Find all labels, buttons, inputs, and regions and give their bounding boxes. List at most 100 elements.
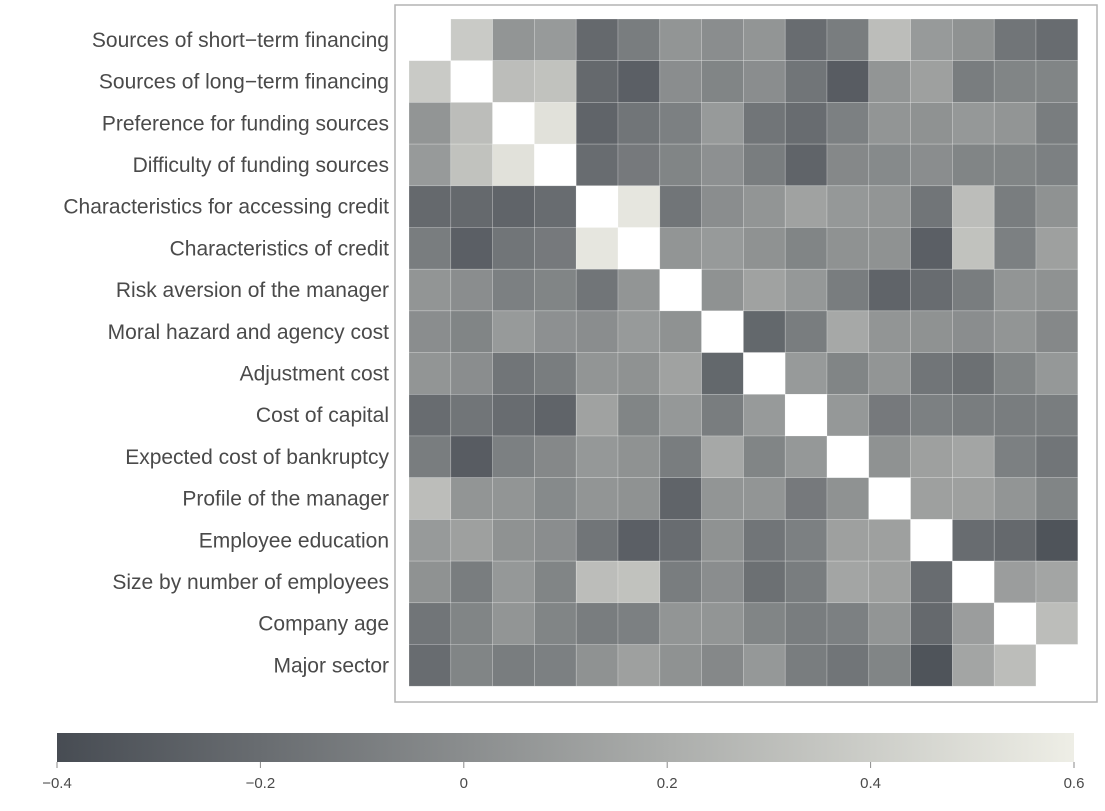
- heatmap-cell: [784, 102, 828, 145]
- heatmap-cell: [993, 185, 1037, 228]
- heatmap-cell: [408, 310, 452, 353]
- heatmap-cell: [952, 435, 995, 479]
- heatmap-cell: [784, 18, 828, 62]
- heatmap-cell: [659, 60, 702, 103]
- heatmap-cell: [534, 393, 577, 437]
- heatmap-cell: [952, 227, 995, 270]
- colorbar-ticks: −0.4 −0.2 0 0.2 0.4 0.6: [42, 762, 1084, 792]
- heatmap-cell: [826, 227, 870, 270]
- heatmap-cell: [617, 352, 661, 395]
- heatmap-cell: [701, 435, 744, 479]
- heatmap-cell: [408, 60, 452, 103]
- heatmap-cell: [910, 143, 953, 187]
- row-label: Employee education: [199, 529, 389, 552]
- heatmap-cell: [534, 477, 577, 520]
- heatmap-cell: [492, 143, 535, 187]
- heatmap-cell: [868, 102, 911, 145]
- heatmap-cell: [743, 18, 786, 62]
- heatmap-cell: [701, 352, 744, 395]
- heatmap-cell: [910, 185, 953, 228]
- heatmap-cell: [659, 352, 702, 395]
- heatmap-cell: [492, 185, 535, 228]
- heatmap-cell: [826, 268, 870, 312]
- heatmap-cell: [534, 18, 577, 62]
- heatmap-cell: [617, 644, 661, 687]
- heatmap-cell: [701, 644, 744, 687]
- heatmap-cell: [784, 185, 828, 228]
- row-label: Size by number of employees: [112, 571, 389, 594]
- row-label: Preference for funding sources: [102, 112, 389, 135]
- heatmap-cell: [743, 602, 786, 645]
- heatmap-cell: [408, 519, 452, 562]
- heatmap-cell: [784, 477, 828, 520]
- heatmap-cell: [743, 644, 786, 687]
- heatmap-cell: [450, 477, 493, 520]
- heatmap-cell: [826, 102, 870, 145]
- heatmap-cell: [826, 60, 870, 103]
- heatmap-cell: [575, 310, 619, 353]
- heatmap-cell: [408, 18, 452, 62]
- heatmap-cell: [910, 477, 953, 520]
- heatmap-cell: [993, 310, 1037, 353]
- heatmap-cell: [575, 143, 619, 187]
- row-label: Risk aversion of the manager: [116, 279, 389, 302]
- heatmap-cell: [534, 519, 577, 562]
- row-label: Sources of long−term financing: [99, 71, 389, 94]
- heatmap-cell: [826, 352, 870, 395]
- heatmap-cell: [868, 185, 911, 228]
- heatmap-cell: [492, 644, 535, 687]
- heatmap-cell: [617, 143, 661, 187]
- colorbar-tick-label: 0.4: [860, 775, 881, 792]
- heatmap-cell: [743, 560, 786, 604]
- heatmap-cell: [408, 268, 452, 312]
- heatmap-cell: [826, 644, 870, 687]
- heatmap-cell: [1035, 393, 1079, 437]
- heatmap-cell: [784, 435, 828, 479]
- colorbar-tick-label: 0: [460, 775, 468, 792]
- heatmap-cell: [492, 268, 535, 312]
- heatmap-cell: [826, 393, 870, 437]
- heatmap-cell: [408, 102, 452, 145]
- heatmap-cell: [910, 268, 953, 312]
- heatmap-cell: [617, 268, 661, 312]
- colorbar: [57, 733, 1074, 762]
- heatmap-cell: [993, 60, 1037, 103]
- heatmap-cell: [910, 352, 953, 395]
- heatmap-cell: [868, 519, 911, 562]
- heatmap-cell: [1035, 102, 1079, 145]
- heatmap-cell: [659, 560, 702, 604]
- heatmap-cell: [993, 435, 1037, 479]
- heatmap-cell: [575, 477, 619, 520]
- heatmap-cell: [534, 268, 577, 312]
- heatmap-cell: [450, 602, 493, 645]
- row-labels: Sources of short−term financing Sources o…: [63, 29, 389, 678]
- heatmap-cell: [1035, 352, 1079, 395]
- heatmap-cell: [534, 352, 577, 395]
- heatmap-cell: [617, 519, 661, 562]
- heatmap-cell: [743, 310, 786, 353]
- heatmap-cell: [701, 310, 744, 353]
- heatmap-cell: [1035, 60, 1079, 103]
- heatmap-cell: [450, 185, 493, 228]
- heatmap-cell: [450, 352, 493, 395]
- heatmap-cell: [575, 560, 619, 604]
- heatmap-cell: [492, 352, 535, 395]
- heatmap-cell: [575, 393, 619, 437]
- heatmap-cell: [910, 560, 953, 604]
- heatmap-cell: [1035, 477, 1079, 520]
- row-label: Cost of capital: [256, 404, 389, 427]
- heatmap-cell: [952, 602, 995, 645]
- heatmap-cell: [450, 310, 493, 353]
- heatmap-cell: [701, 477, 744, 520]
- heatmap-cell: [701, 560, 744, 604]
- heatmap-cell: [910, 393, 953, 437]
- heatmap-cell: [952, 352, 995, 395]
- heatmap-cell: [784, 644, 828, 687]
- heatmap-cell: [826, 143, 870, 187]
- heatmap-cell: [492, 18, 535, 62]
- row-label: Adjustment cost: [240, 363, 390, 386]
- heatmap-cell: [450, 519, 493, 562]
- heatmap-cell: [952, 185, 995, 228]
- heatmap-cell: [952, 393, 995, 437]
